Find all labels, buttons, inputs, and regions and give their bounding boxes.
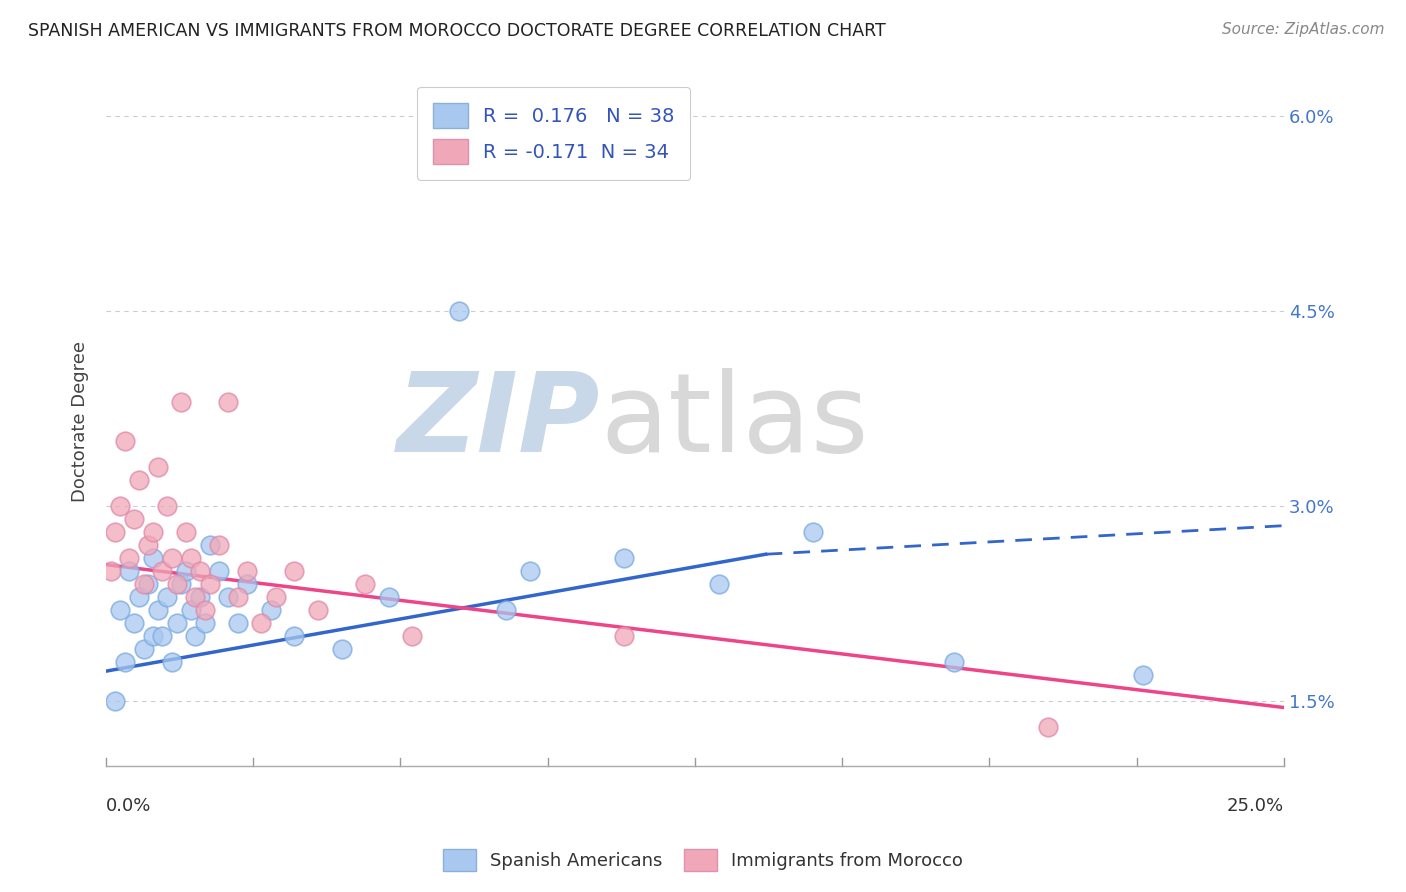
Text: Source: ZipAtlas.com: Source: ZipAtlas.com bbox=[1222, 22, 1385, 37]
Point bbox=[354, 577, 377, 591]
Point bbox=[226, 590, 249, 604]
Point bbox=[118, 551, 141, 566]
Point bbox=[114, 655, 136, 669]
Point bbox=[108, 603, 131, 617]
Point bbox=[156, 590, 179, 604]
Point bbox=[180, 603, 202, 617]
Point bbox=[136, 577, 159, 591]
Point bbox=[180, 551, 202, 566]
Point bbox=[166, 616, 188, 631]
Point bbox=[132, 642, 155, 657]
Point bbox=[152, 629, 174, 643]
Point bbox=[613, 629, 636, 643]
Point bbox=[194, 616, 217, 631]
Point bbox=[801, 525, 824, 540]
Point bbox=[170, 395, 193, 409]
Text: atlas: atlas bbox=[600, 368, 869, 475]
Text: 0.0%: 0.0% bbox=[105, 797, 152, 814]
Text: 25.0%: 25.0% bbox=[1227, 797, 1284, 814]
Point bbox=[330, 642, 353, 657]
Point bbox=[136, 538, 159, 552]
Point bbox=[114, 434, 136, 449]
Point bbox=[264, 590, 287, 604]
Point bbox=[128, 473, 150, 487]
Point bbox=[198, 577, 221, 591]
Point bbox=[160, 551, 183, 566]
Point bbox=[208, 538, 231, 552]
Point bbox=[208, 564, 231, 578]
Point bbox=[184, 590, 207, 604]
Point bbox=[142, 551, 165, 566]
Point bbox=[166, 577, 188, 591]
Text: ZIP: ZIP bbox=[398, 368, 600, 475]
Legend: R =  0.176   N = 38, R = -0.171  N = 34: R = 0.176 N = 38, R = -0.171 N = 34 bbox=[418, 87, 690, 180]
Point bbox=[449, 304, 471, 318]
Point bbox=[152, 564, 174, 578]
Point bbox=[188, 564, 211, 578]
Point bbox=[104, 525, 127, 540]
Point bbox=[122, 512, 145, 526]
Text: SPANISH AMERICAN VS IMMIGRANTS FROM MOROCCO DOCTORATE DEGREE CORRELATION CHART: SPANISH AMERICAN VS IMMIGRANTS FROM MORO… bbox=[28, 22, 886, 40]
Point bbox=[184, 629, 207, 643]
Point bbox=[104, 694, 127, 708]
Point bbox=[613, 551, 636, 566]
Point bbox=[156, 499, 179, 513]
Point bbox=[188, 590, 211, 604]
Point bbox=[519, 564, 541, 578]
Point bbox=[226, 616, 249, 631]
Point bbox=[146, 460, 169, 475]
Point bbox=[198, 538, 221, 552]
Point bbox=[943, 655, 966, 669]
Point bbox=[142, 629, 165, 643]
Point bbox=[194, 603, 217, 617]
Point bbox=[174, 564, 197, 578]
Point bbox=[283, 629, 305, 643]
Point bbox=[236, 564, 259, 578]
Point bbox=[236, 577, 259, 591]
Point bbox=[160, 655, 183, 669]
Point bbox=[132, 577, 155, 591]
Point bbox=[146, 603, 169, 617]
Point bbox=[250, 616, 273, 631]
Y-axis label: Doctorate Degree: Doctorate Degree bbox=[72, 342, 89, 502]
Legend: Spanish Americans, Immigrants from Morocco: Spanish Americans, Immigrants from Moroc… bbox=[436, 842, 970, 879]
Point bbox=[495, 603, 517, 617]
Point bbox=[1038, 720, 1060, 734]
Point bbox=[128, 590, 150, 604]
Point bbox=[307, 603, 329, 617]
Point bbox=[118, 564, 141, 578]
Point bbox=[707, 577, 730, 591]
Point bbox=[377, 590, 399, 604]
Point bbox=[1132, 668, 1154, 682]
Point bbox=[401, 629, 423, 643]
Point bbox=[283, 564, 305, 578]
Point bbox=[217, 590, 239, 604]
Point bbox=[108, 499, 131, 513]
Point bbox=[170, 577, 193, 591]
Point bbox=[100, 564, 122, 578]
Point bbox=[142, 525, 165, 540]
Point bbox=[174, 525, 197, 540]
Point bbox=[217, 395, 239, 409]
Point bbox=[260, 603, 283, 617]
Point bbox=[122, 616, 145, 631]
